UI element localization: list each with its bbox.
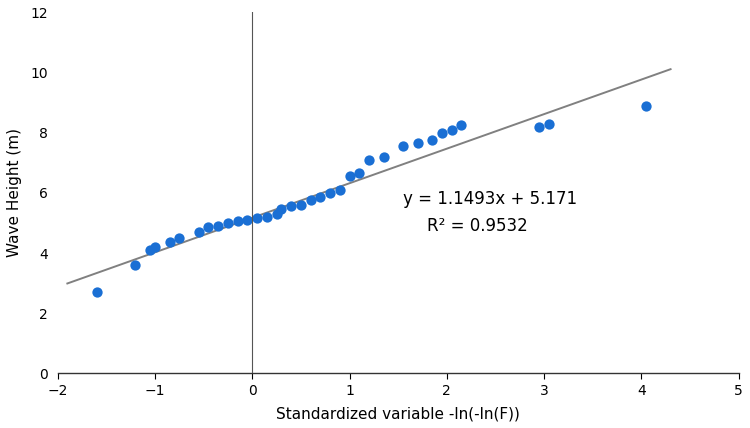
Point [640,102,652,109]
Point [251,215,263,222]
Text: R² = 0.9532: R² = 0.9532 [427,217,528,235]
Point [397,143,409,150]
Point [149,244,161,250]
Point [295,202,307,208]
Point [242,217,254,223]
Point [285,203,297,210]
Point [271,211,283,217]
Y-axis label: Wave Height (m): Wave Height (m) [7,128,22,257]
Point [275,206,287,213]
Point [363,156,375,163]
Point [334,187,346,193]
Point [222,220,234,226]
Point [324,190,336,196]
Point [261,214,273,220]
Point [314,194,326,201]
Point [353,170,365,177]
Point [455,122,467,129]
Point [426,137,438,144]
X-axis label: Standardized variable -ln(-ln(F)): Standardized variable -ln(-ln(F)) [276,406,520,421]
Point [212,223,224,229]
Point [202,224,214,231]
Point [412,140,424,147]
Point [304,197,316,204]
Point [232,218,244,225]
Point [543,120,555,127]
Text: y = 1.1493x + 5.171: y = 1.1493x + 5.171 [403,190,578,208]
Point [436,129,448,136]
Point [91,289,103,296]
Point [173,235,185,241]
Point [130,262,142,268]
Point [446,126,458,133]
Point [164,239,176,246]
Point [533,123,545,130]
Point [193,229,205,235]
Point [377,153,389,160]
Point [144,247,156,253]
Point [344,173,355,180]
